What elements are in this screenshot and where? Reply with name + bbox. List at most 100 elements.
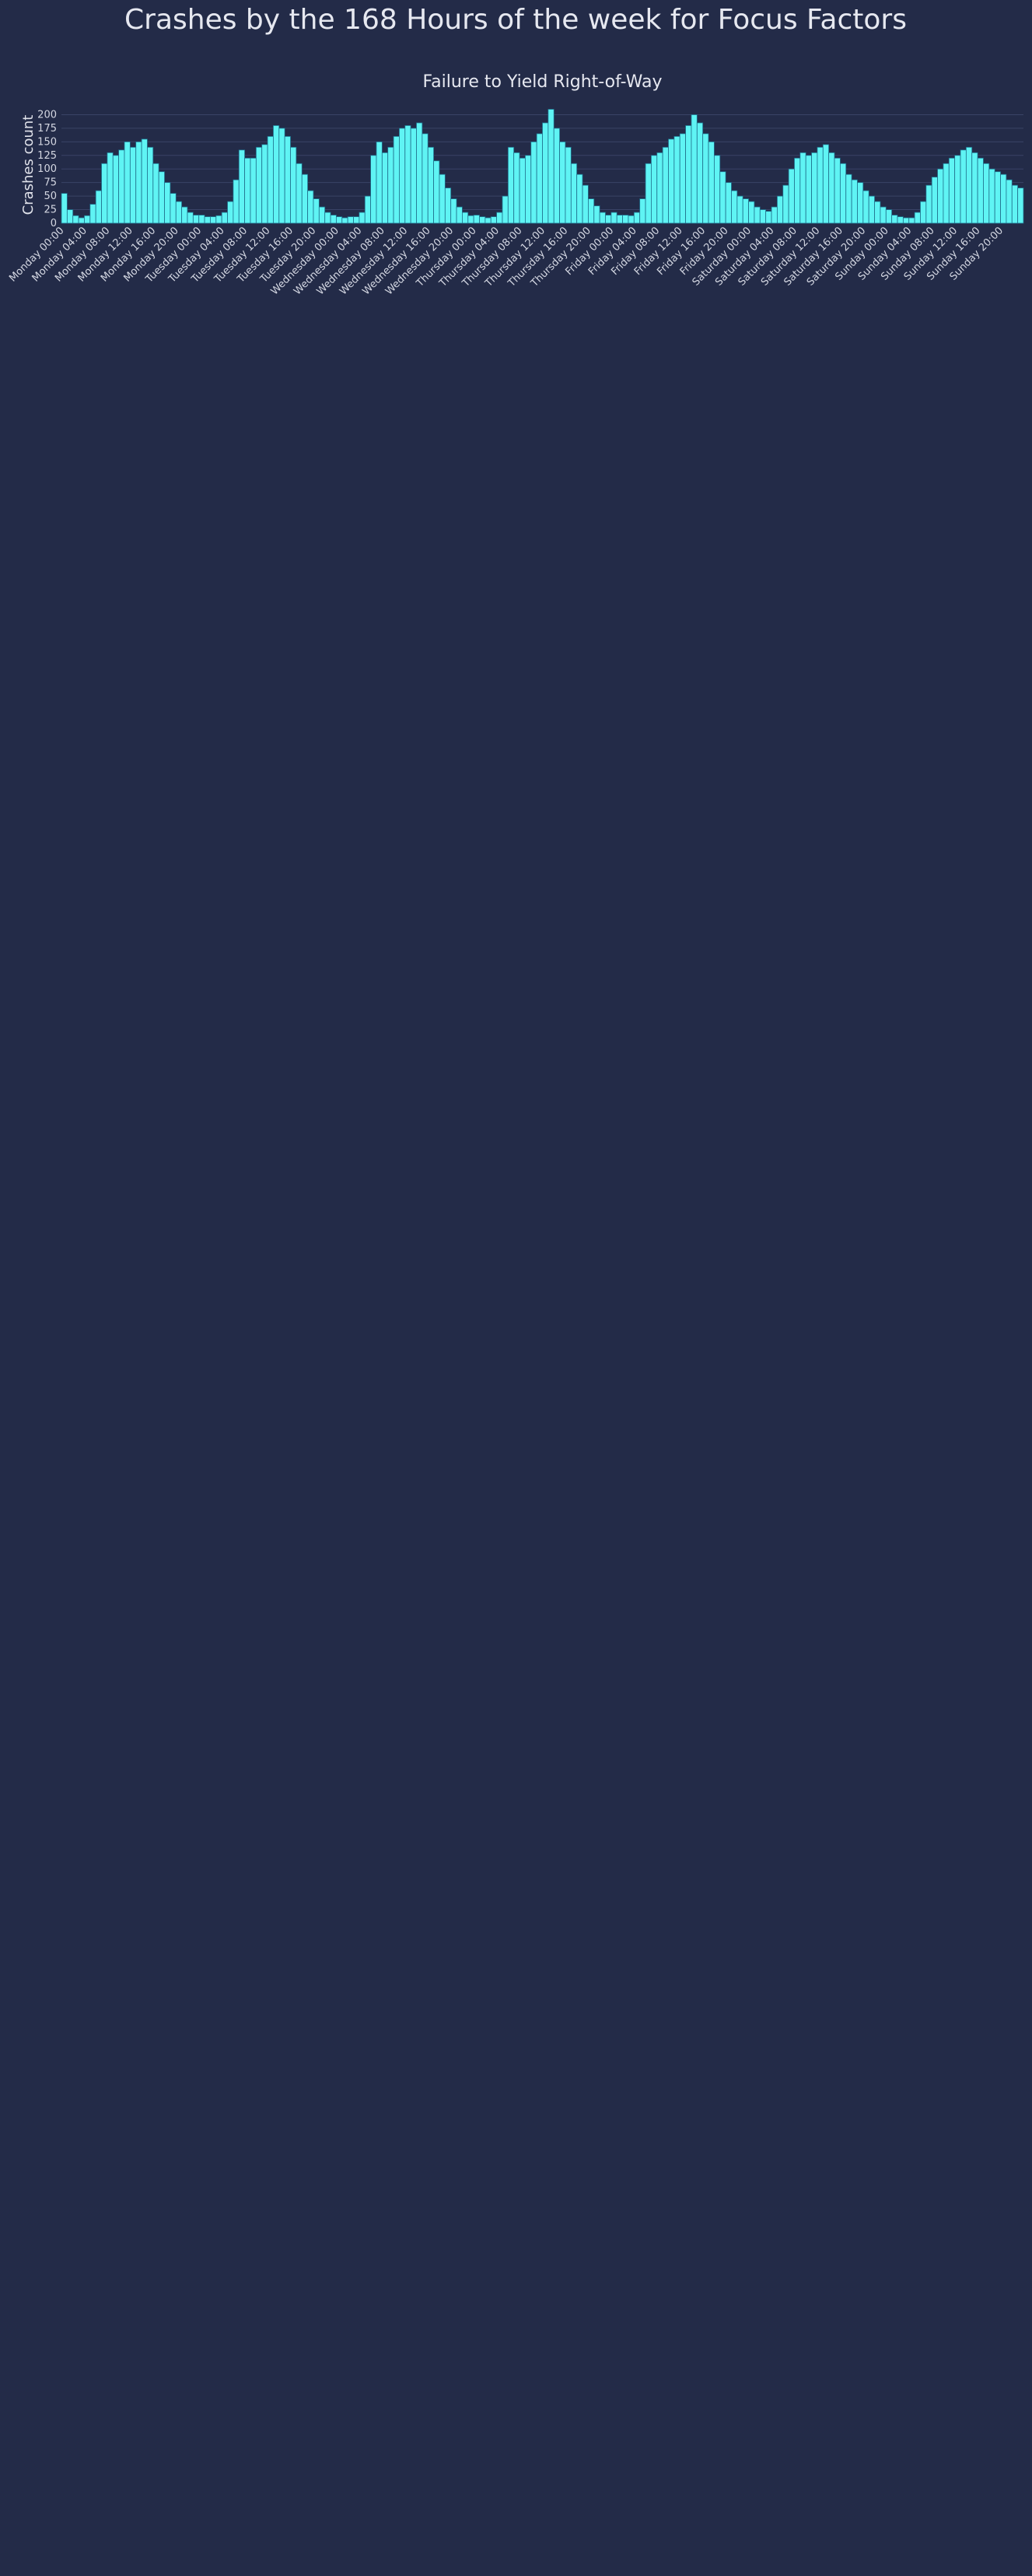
bar [925, 184, 932, 224]
bar [891, 215, 898, 224]
bar [456, 206, 463, 224]
bar [685, 125, 692, 224]
bar [210, 216, 217, 224]
bar [834, 157, 841, 224]
bar [828, 152, 835, 224]
bar [1017, 187, 1024, 224]
y-tick-label: 150 [37, 136, 57, 148]
bar [101, 163, 108, 224]
bar [318, 206, 326, 224]
y-axis-label: Crashes count [20, 115, 37, 215]
bar [593, 205, 600, 224]
bar [605, 215, 612, 224]
bar [668, 138, 675, 224]
bar [95, 190, 102, 224]
panel-0: Failure to Yield Right-of-Way02550751001… [20, 72, 1024, 229]
bar [776, 195, 784, 224]
bar [691, 114, 698, 224]
figure-title: Crashes by the 168 Hours of the week for… [124, 4, 907, 36]
bar [616, 215, 623, 224]
bar [107, 152, 114, 224]
bar [702, 133, 709, 224]
bar [462, 212, 469, 224]
bar [112, 155, 120, 224]
bar [530, 141, 537, 224]
bar [215, 215, 222, 224]
bar [479, 216, 486, 224]
bar [656, 152, 663, 224]
bar [960, 149, 967, 224]
bar [284, 135, 291, 224]
bar [393, 135, 400, 224]
bar [1011, 184, 1019, 224]
bar [467, 215, 474, 224]
bar [353, 216, 360, 224]
bar [141, 138, 148, 224]
bar [570, 163, 578, 224]
bar [255, 146, 263, 224]
bar [61, 193, 68, 224]
bar [622, 215, 629, 224]
bar [742, 198, 749, 224]
bar [78, 217, 85, 224]
y-tick-label: 25 [44, 205, 57, 216]
bar [233, 179, 240, 224]
bar [261, 144, 268, 224]
y-tick-label: 50 [44, 191, 57, 202]
bar [713, 155, 721, 224]
bar [198, 215, 205, 224]
bar [278, 128, 285, 224]
bar [129, 146, 137, 224]
bar [513, 152, 520, 224]
bar [645, 163, 652, 224]
bar [610, 212, 617, 224]
bar [650, 155, 658, 224]
bar [204, 216, 211, 224]
bar [399, 128, 406, 224]
bar [330, 215, 337, 224]
bar [851, 179, 858, 224]
bar [422, 133, 429, 224]
y-tick-label: 75 [44, 177, 57, 189]
bar [914, 212, 921, 224]
bar [238, 149, 246, 224]
bar [765, 211, 772, 224]
bar [902, 217, 910, 224]
bar [341, 217, 348, 224]
bar [845, 173, 852, 224]
bar [135, 141, 142, 224]
bar [519, 157, 526, 224]
bar [931, 177, 938, 224]
bar [868, 195, 875, 224]
bar [439, 173, 446, 224]
bar [736, 195, 743, 224]
bar [433, 160, 440, 224]
bar [628, 215, 635, 224]
bar [381, 152, 389, 224]
bar [788, 168, 795, 224]
bar [427, 146, 435, 224]
bar [267, 135, 274, 224]
bar [450, 198, 457, 224]
bar [244, 157, 251, 224]
bar [988, 168, 995, 224]
bar [416, 122, 423, 224]
bar [576, 173, 583, 224]
bar [754, 206, 761, 224]
bar [782, 184, 789, 224]
bar [221, 212, 228, 224]
bar [370, 155, 377, 224]
bar [857, 182, 864, 224]
bar [559, 141, 566, 224]
bar [897, 216, 904, 224]
bar [192, 215, 200, 224]
bar [748, 201, 755, 224]
y-tick-label: 175 [37, 123, 57, 135]
bar [227, 201, 234, 224]
bar [553, 128, 560, 224]
bar [880, 206, 887, 224]
bar [473, 215, 480, 224]
bar [588, 198, 595, 224]
bar [822, 144, 830, 224]
